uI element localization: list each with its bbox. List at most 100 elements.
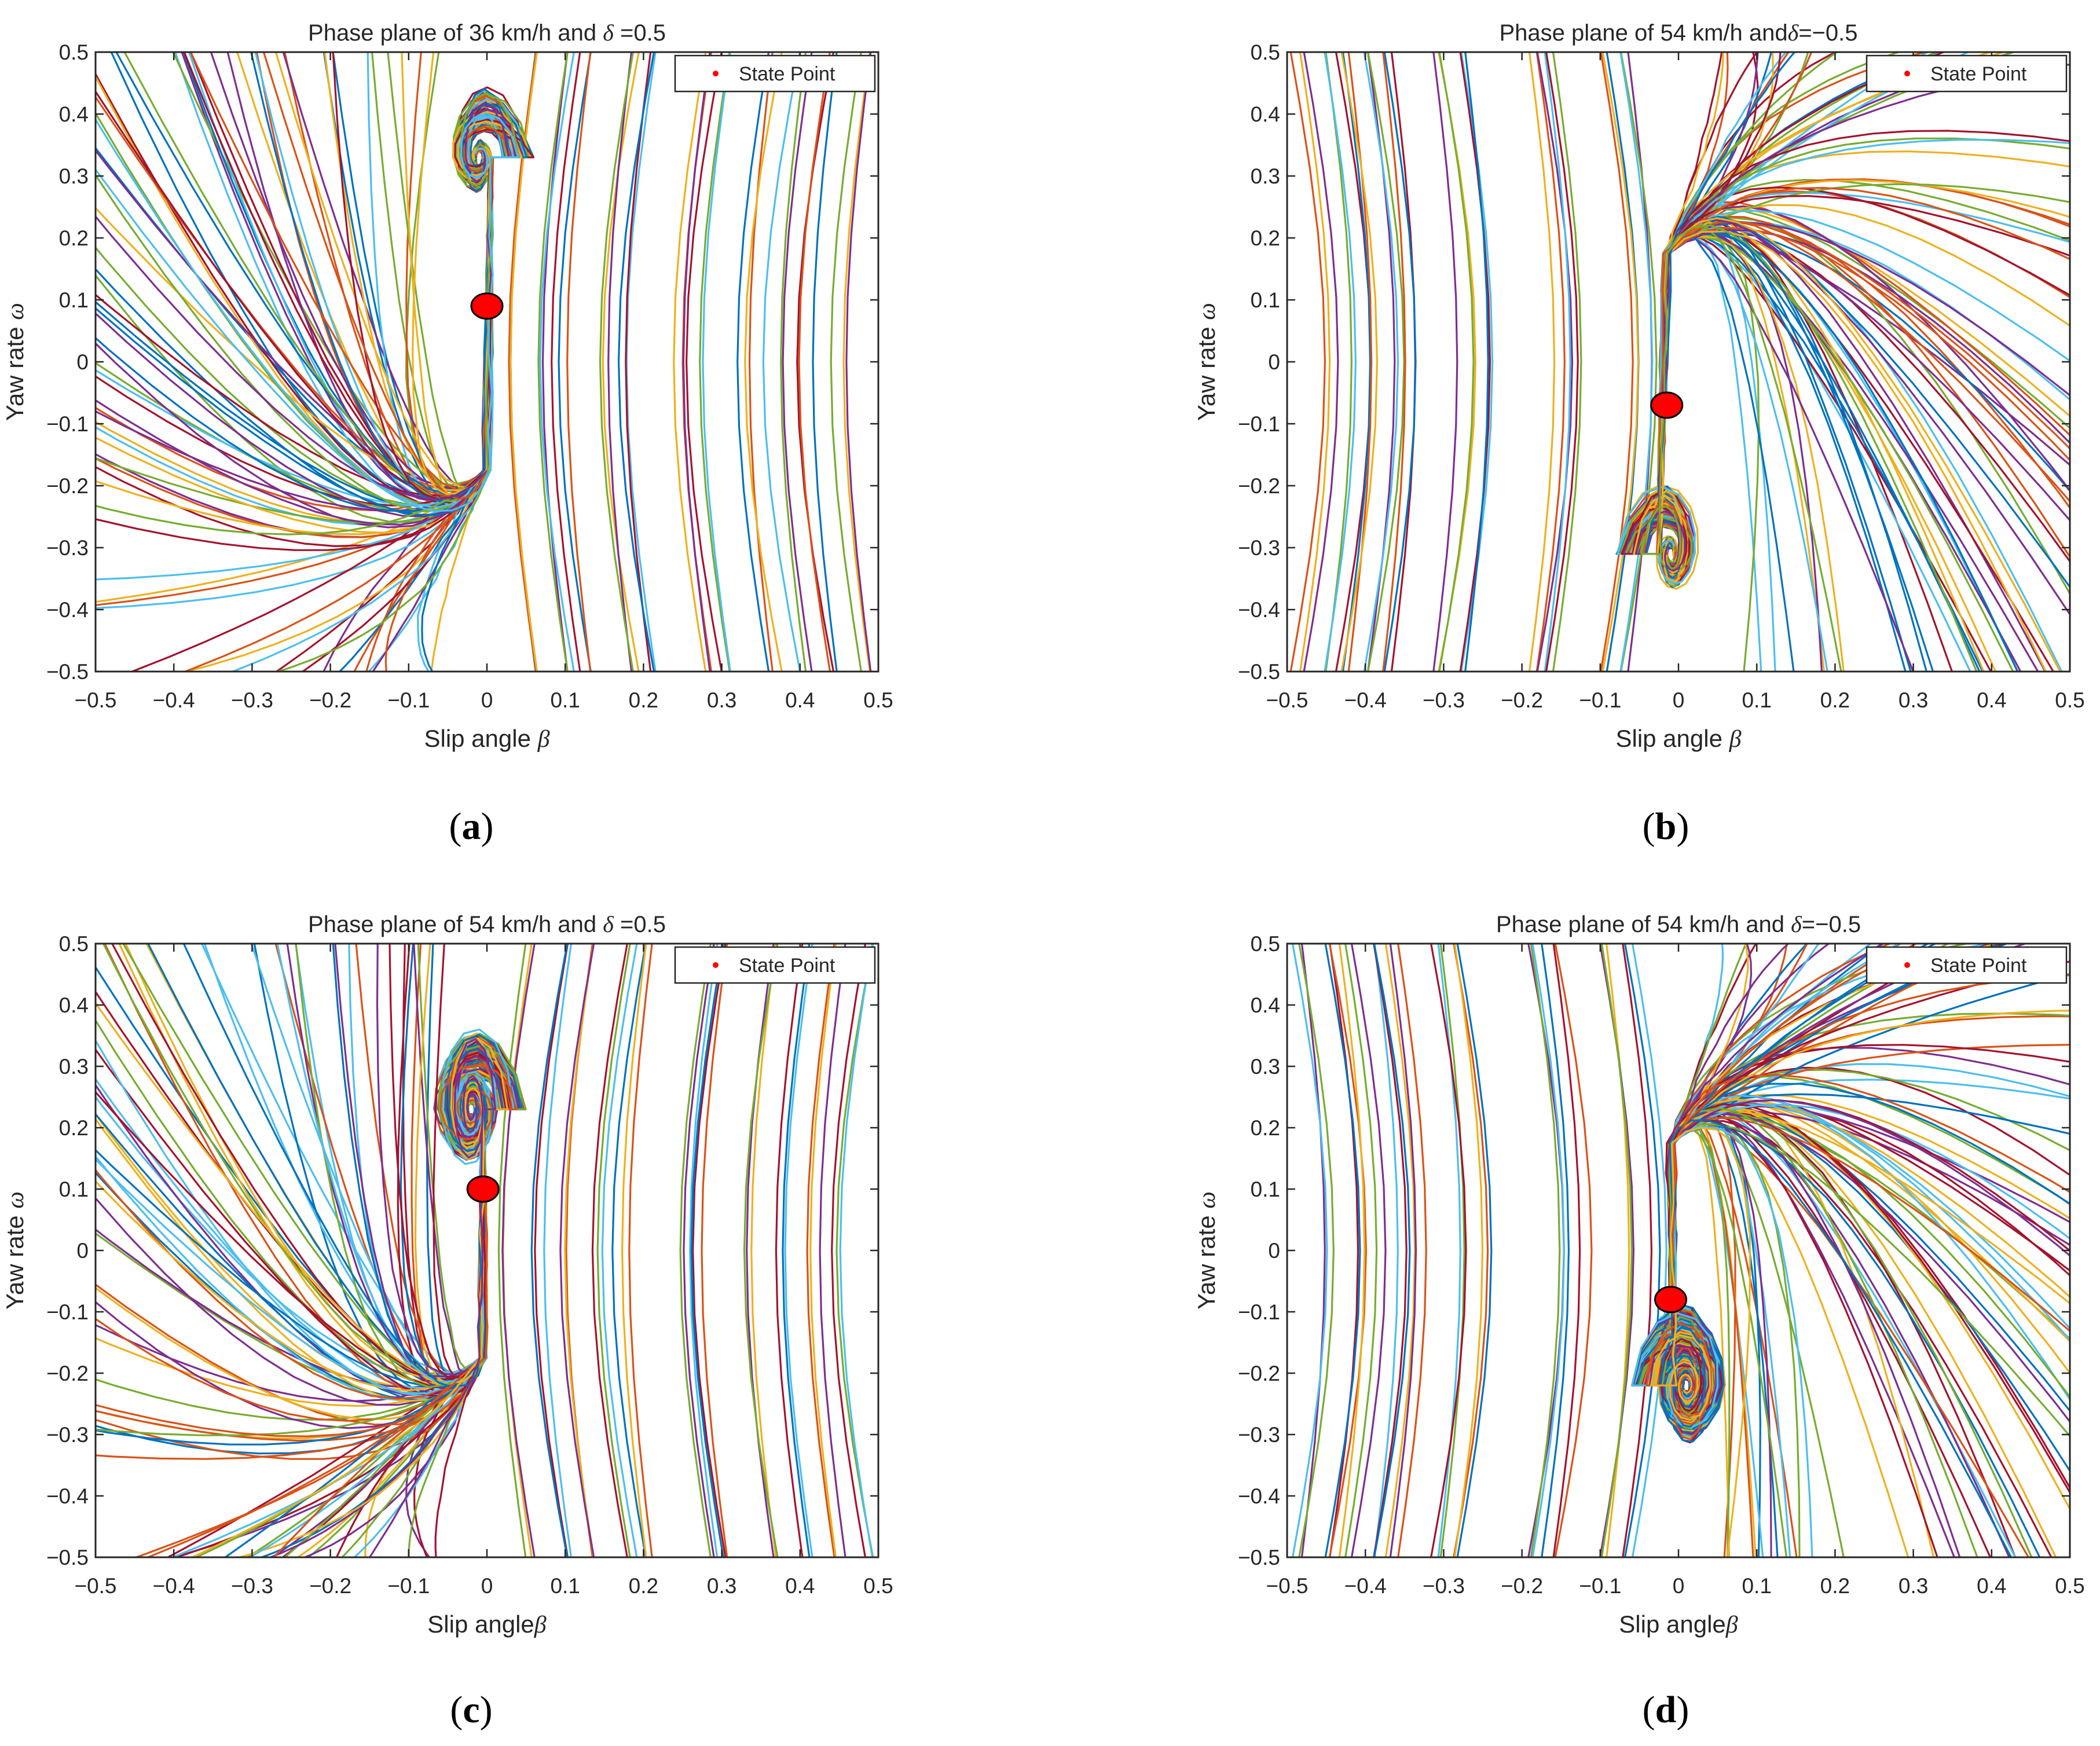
trajectory-line bbox=[1384, 944, 1416, 1557]
trajectory-line bbox=[96, 92, 506, 506]
trajectory-line bbox=[1624, 218, 1985, 672]
trajectory-line bbox=[685, 52, 723, 672]
x-tick-label: −0.5 bbox=[1266, 688, 1308, 712]
y-tick-label: 0 bbox=[76, 350, 89, 374]
x-tick-label: 0.3 bbox=[707, 688, 736, 712]
x-tick-label: 0.5 bbox=[863, 1574, 893, 1598]
x-tick-label: −0.3 bbox=[1423, 688, 1465, 712]
chart-title-value: =−0.5 bbox=[1798, 20, 1857, 46]
y-axis-label: Yaw rate ω bbox=[1, 1191, 29, 1310]
panel-c: −0.5 −0.4 −0.3 −0.2 −0.1 0 0.1 0.2 0.3 0.4 0.5 −0.5… bbox=[0, 886, 1050, 1746]
chart-title-symbol: δ bbox=[1791, 911, 1802, 937]
x-tick-label: 0.2 bbox=[1820, 688, 1850, 712]
y-tick-label: 0.2 bbox=[1251, 226, 1280, 250]
x-axis-label: Slip angleβ bbox=[1619, 1611, 1738, 1638]
legend-label: State Point bbox=[1930, 955, 2027, 977]
y-axis-label: Yaw rate ω bbox=[1193, 1191, 1221, 1310]
y-tick-label: 0.4 bbox=[59, 993, 89, 1017]
legend-marker bbox=[713, 71, 719, 76]
x-tick-label: 0.3 bbox=[1899, 1574, 1928, 1598]
trajectory-line bbox=[692, 944, 727, 1557]
trajectory-line bbox=[812, 52, 838, 672]
trajectory-line bbox=[602, 52, 640, 672]
trajectory-line bbox=[353, 129, 531, 672]
plot-frame bbox=[1286, 942, 2071, 1558]
x-axis-label-text: Slip angle bbox=[424, 725, 537, 752]
x-tick-label: 0.1 bbox=[550, 688, 580, 712]
trajectory-line bbox=[182, 93, 510, 672]
trajectory-line bbox=[1299, 52, 1331, 672]
trajectory-line bbox=[1464, 52, 1489, 672]
trajectory-line bbox=[596, 944, 631, 1557]
x-tick-label: 0.3 bbox=[707, 1574, 736, 1598]
state-point-marker bbox=[470, 292, 504, 320]
y-tick-label: 0 bbox=[1268, 350, 1280, 374]
legend-box bbox=[674, 54, 876, 93]
trajectory-line bbox=[1383, 52, 1417, 672]
trajectory-line bbox=[96, 127, 530, 491]
phase-plane-svg: −0.5 −0.4 −0.3 −0.2 −0.1 0 0.1 0.2 0.3 0.4 0.5 −0.5… bbox=[1193, 911, 2085, 1638]
trajectory-line bbox=[1344, 944, 1378, 1557]
x-tick-label: −0.1 bbox=[1579, 688, 1621, 712]
trajectory-line bbox=[819, 944, 846, 1557]
x-tick-label: 0.3 bbox=[1899, 688, 1928, 712]
y-tick-label: 0.5 bbox=[59, 41, 89, 64]
y-tick-label: −0.1 bbox=[46, 412, 89, 436]
y-axis-label-symbol: ω bbox=[2, 303, 29, 320]
trajectory-line bbox=[541, 52, 569, 672]
trajectory-line bbox=[1456, 944, 1493, 1557]
trajectory-line bbox=[1437, 944, 1461, 1557]
trajectory-line bbox=[96, 102, 510, 501]
state-point-marker bbox=[1654, 1286, 1687, 1314]
x-tick-label: −0.5 bbox=[74, 688, 116, 712]
y-tick-label: 0.2 bbox=[1251, 1116, 1280, 1140]
phase-plane-svg: −0.5 −0.4 −0.3 −0.2 −0.1 0 0.1 0.2 0.3 0.4 0.5 −0.5… bbox=[1, 911, 893, 1638]
x-tick-label: 0 bbox=[481, 688, 493, 712]
trajectory-line bbox=[96, 1039, 497, 1421]
trajectory-line bbox=[607, 52, 633, 672]
caption-c: (c) bbox=[450, 1689, 493, 1731]
chart-title-symbol: δ bbox=[1788, 20, 1800, 46]
y-axis-label-symbol: ω bbox=[2, 1191, 29, 1209]
trajectory-line bbox=[96, 1002, 502, 1385]
trajectory-line bbox=[1636, 1083, 2070, 1421]
state-point-marker bbox=[1650, 391, 1684, 419]
chart-title-value: =0.5 bbox=[614, 912, 666, 937]
x-axis-label-symbol: β bbox=[1725, 1612, 1738, 1638]
trajectory-line bbox=[1338, 944, 1366, 1557]
trajectory-line bbox=[1600, 52, 1634, 672]
x-tick-label: 0.4 bbox=[1977, 688, 2006, 712]
y-tick-label: 0.2 bbox=[59, 1116, 89, 1140]
y-tick-label: −0.4 bbox=[1238, 598, 1280, 622]
trajectory-line bbox=[750, 944, 777, 1557]
y-axis-label-symbol: ω bbox=[1194, 303, 1221, 320]
y-tick-label: −0.2 bbox=[1238, 1362, 1280, 1385]
trajectory-line bbox=[628, 944, 653, 1557]
trajectory-line bbox=[682, 52, 711, 672]
x-axis-label-symbol: β bbox=[534, 1612, 547, 1638]
x-tick-label: −0.2 bbox=[1501, 688, 1543, 712]
trajectory-line bbox=[1619, 52, 1658, 672]
trajectory-line bbox=[748, 52, 774, 672]
trajectory-line bbox=[780, 52, 807, 672]
x-tick-label: 0.1 bbox=[1742, 688, 1771, 712]
y-tick-label: −0.5 bbox=[1238, 1546, 1280, 1569]
trajectory-line bbox=[1373, 944, 1411, 1557]
x-tick-label: −0.3 bbox=[1423, 1574, 1465, 1598]
x-axis-label-text: Slip angle bbox=[1615, 725, 1729, 752]
trajectory-line bbox=[1367, 52, 1405, 672]
chart-title-text: Phase plane of 54 km/h and bbox=[1496, 912, 1791, 937]
trajectory-line bbox=[1453, 944, 1484, 1557]
trajectory-line bbox=[683, 944, 715, 1557]
trajectory-line bbox=[782, 944, 811, 1557]
trajectory-line bbox=[842, 52, 871, 672]
y-tick-label: −0.5 bbox=[46, 1546, 89, 1569]
trajectory-line bbox=[782, 52, 813, 672]
y-tick-label: −0.3 bbox=[1238, 1423, 1280, 1447]
trajectory-line bbox=[190, 1037, 508, 1557]
chart-title-text: Phase plane of 54 km/h and bbox=[1499, 20, 1787, 46]
trajectory-line bbox=[530, 944, 569, 1557]
y-tick-label: −0.3 bbox=[46, 536, 89, 560]
x-axis-label: Slip angle β bbox=[424, 725, 549, 753]
trajectory-line bbox=[1373, 944, 1408, 1557]
